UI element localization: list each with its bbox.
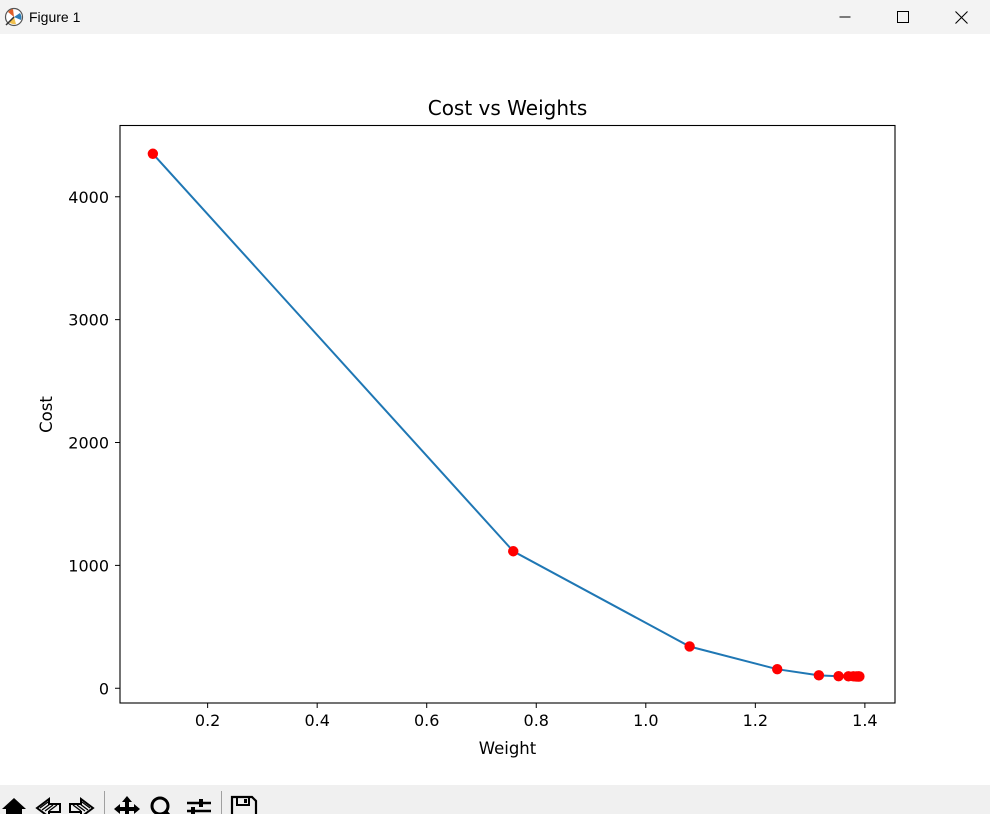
pan-icon[interactable] bbox=[113, 795, 141, 814]
x-axis: 0.2 0.4 0.6 0.8 1.0 1.2 1.4 bbox=[195, 703, 878, 730]
data-point bbox=[772, 664, 783, 675]
toolbar-separator bbox=[221, 791, 222, 814]
x-tick-label: 1.0 bbox=[633, 711, 658, 730]
window-title: Figure 1 bbox=[29, 9, 81, 25]
window-titlebar: Figure 1 bbox=[0, 0, 990, 34]
y-tick-label: 2000 bbox=[68, 434, 109, 453]
y-tick-label: 4000 bbox=[68, 188, 109, 207]
figure-canvas: Cost vs Weights 0.2 0.4 0.6 0.8 1.0 1.2 1.4 0 1… bbox=[0, 34, 990, 785]
chart-title: Cost vs Weights bbox=[428, 96, 588, 120]
maximize-button[interactable] bbox=[874, 0, 932, 34]
x-axis-label: Weight bbox=[479, 739, 537, 758]
plot-series bbox=[147, 148, 865, 682]
minimize-icon bbox=[839, 16, 851, 18]
configure-subplots-icon[interactable] bbox=[185, 795, 213, 814]
x-tick-label: 1.4 bbox=[852, 711, 877, 730]
data-point bbox=[684, 641, 695, 652]
navigation-toolbar bbox=[0, 785, 990, 814]
x-tick-label: 0.8 bbox=[524, 711, 549, 730]
minimize-button[interactable] bbox=[816, 0, 874, 34]
data-point bbox=[147, 148, 159, 159]
y-tick-label: 3000 bbox=[68, 311, 109, 330]
data-point bbox=[854, 671, 865, 682]
home-icon[interactable] bbox=[0, 795, 28, 814]
y-axis: 0 1000 2000 3000 4000 bbox=[68, 188, 120, 698]
chart: Cost vs Weights 0.2 0.4 0.6 0.8 1.0 1.2 1.4 0 1… bbox=[37, 96, 896, 758]
forward-arrow-icon[interactable] bbox=[68, 795, 96, 814]
zoom-icon[interactable] bbox=[148, 795, 176, 814]
close-button[interactable] bbox=[932, 0, 990, 34]
plot-frame bbox=[119, 124, 896, 704]
series-line bbox=[152, 153, 860, 678]
close-icon bbox=[954, 10, 968, 24]
save-icon[interactable] bbox=[230, 795, 258, 814]
window-controls bbox=[816, 0, 990, 34]
data-point bbox=[833, 671, 844, 682]
maximize-icon bbox=[897, 11, 909, 23]
y-tick-label: 0 bbox=[99, 679, 109, 698]
toolbar-separator bbox=[104, 791, 105, 814]
y-tick-label: 1000 bbox=[68, 556, 109, 575]
matplotlib-logo-icon bbox=[4, 7, 24, 27]
data-point bbox=[508, 546, 519, 557]
x-tick-label: 1.2 bbox=[743, 711, 768, 730]
x-tick-label: 0.4 bbox=[304, 711, 329, 730]
data-point bbox=[813, 670, 825, 681]
y-axis-label: Cost bbox=[37, 396, 56, 433]
back-arrow-icon[interactable] bbox=[34, 795, 62, 814]
x-tick-label: 0.6 bbox=[414, 711, 439, 730]
x-tick-label: 0.2 bbox=[195, 711, 220, 730]
